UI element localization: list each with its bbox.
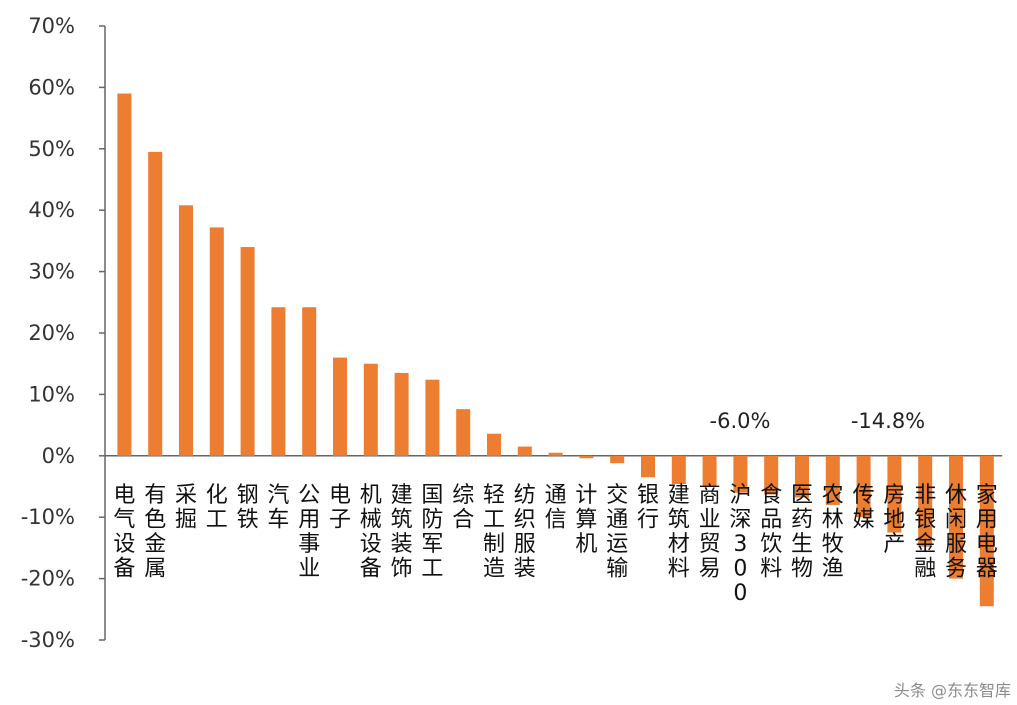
category-label: 银行	[637, 483, 659, 533]
category-label: 交通运输	[606, 483, 628, 582]
bar	[517, 446, 532, 456]
bar	[302, 307, 317, 456]
category-label: 非银金融	[914, 483, 936, 582]
bar	[856, 455, 871, 518]
category-label: 建筑材料	[668, 483, 690, 582]
category-label: 纺织服装	[514, 483, 536, 582]
category-label: 公用事业	[298, 483, 320, 582]
value-annotation: -14.8%	[851, 409, 925, 433]
bar	[887, 455, 902, 533]
bar	[394, 372, 409, 456]
y-axis: 70% 60% 50% 40% 30% 20% 10% 0% -10% -20% -30%	[21, 14, 1003, 652]
category-label: 钢铁	[237, 483, 259, 533]
bar	[548, 452, 563, 456]
bar	[363, 363, 378, 456]
category-label: 休闲服务	[945, 483, 967, 582]
bar	[209, 227, 224, 456]
category-label: 有色金属	[144, 483, 166, 582]
category-label: 房地产	[883, 483, 905, 557]
y-tick-label: -20%	[21, 567, 75, 591]
bar	[333, 357, 347, 456]
bar	[579, 455, 594, 459]
y-tick-label: -30%	[21, 628, 75, 652]
category-label: 电气设备	[113, 483, 135, 582]
bar	[949, 455, 963, 579]
category-label: 沪深 3 0 0	[729, 483, 751, 606]
category-label: 汽车	[267, 483, 289, 533]
category-label: 机械设备	[360, 483, 382, 582]
y-tick-label: -10%	[21, 505, 75, 529]
category-label: 通信	[545, 483, 567, 533]
category-label: 计算机	[575, 483, 597, 557]
bar	[733, 455, 748, 493]
category-label: 采掘	[175, 483, 197, 533]
bar	[825, 455, 840, 505]
bar	[179, 205, 193, 456]
watermark: 头条 @东东智库	[893, 681, 1011, 700]
bars-group	[117, 93, 994, 607]
bar	[641, 455, 655, 478]
category-label: 医药生物	[791, 483, 813, 582]
annotations: -6.0% -14.8%	[710, 409, 926, 433]
y-tick-label: 0%	[42, 444, 75, 468]
y-tick-label: 70%	[28, 14, 75, 38]
category-label: 轻工制造	[483, 483, 505, 582]
bar	[487, 433, 501, 456]
bar	[117, 93, 132, 456]
y-tick-label: 30%	[28, 260, 75, 284]
bar	[456, 409, 471, 456]
bar	[271, 307, 286, 456]
y-tick-label: 10%	[28, 382, 75, 406]
category-label: 食品饮料	[760, 483, 782, 582]
category-label: 农林牧渔	[822, 483, 844, 582]
bar	[795, 455, 809, 498]
bar	[148, 151, 163, 456]
category-label: 商业贸易	[699, 483, 721, 582]
category-label: 国防军工	[421, 483, 443, 582]
bar	[240, 247, 255, 456]
category-label: 电子	[329, 483, 351, 533]
y-tick-label: 20%	[28, 321, 75, 345]
bar	[610, 455, 625, 464]
category-label: 化工	[206, 483, 228, 533]
bar	[702, 455, 717, 487]
bar	[979, 455, 994, 607]
y-tick-label: 60%	[28, 75, 75, 99]
bar	[764, 455, 779, 495]
y-tick-label: 40%	[28, 198, 75, 222]
y-tick-label: 50%	[28, 137, 75, 161]
bar	[918, 455, 933, 547]
category-labels: 电气设备有色金属采掘化工钢铁汽车公用事业电子机械设备建筑装饰国防军工综合轻工制造…	[113, 483, 997, 606]
category-label: 传媒	[853, 483, 875, 533]
bar	[671, 455, 686, 485]
category-label: 家用电器	[976, 483, 998, 582]
bar	[425, 379, 440, 456]
value-annotation: -6.0%	[710, 409, 771, 433]
category-label: 建筑装饰	[391, 483, 413, 582]
category-label: 综合	[452, 483, 474, 533]
